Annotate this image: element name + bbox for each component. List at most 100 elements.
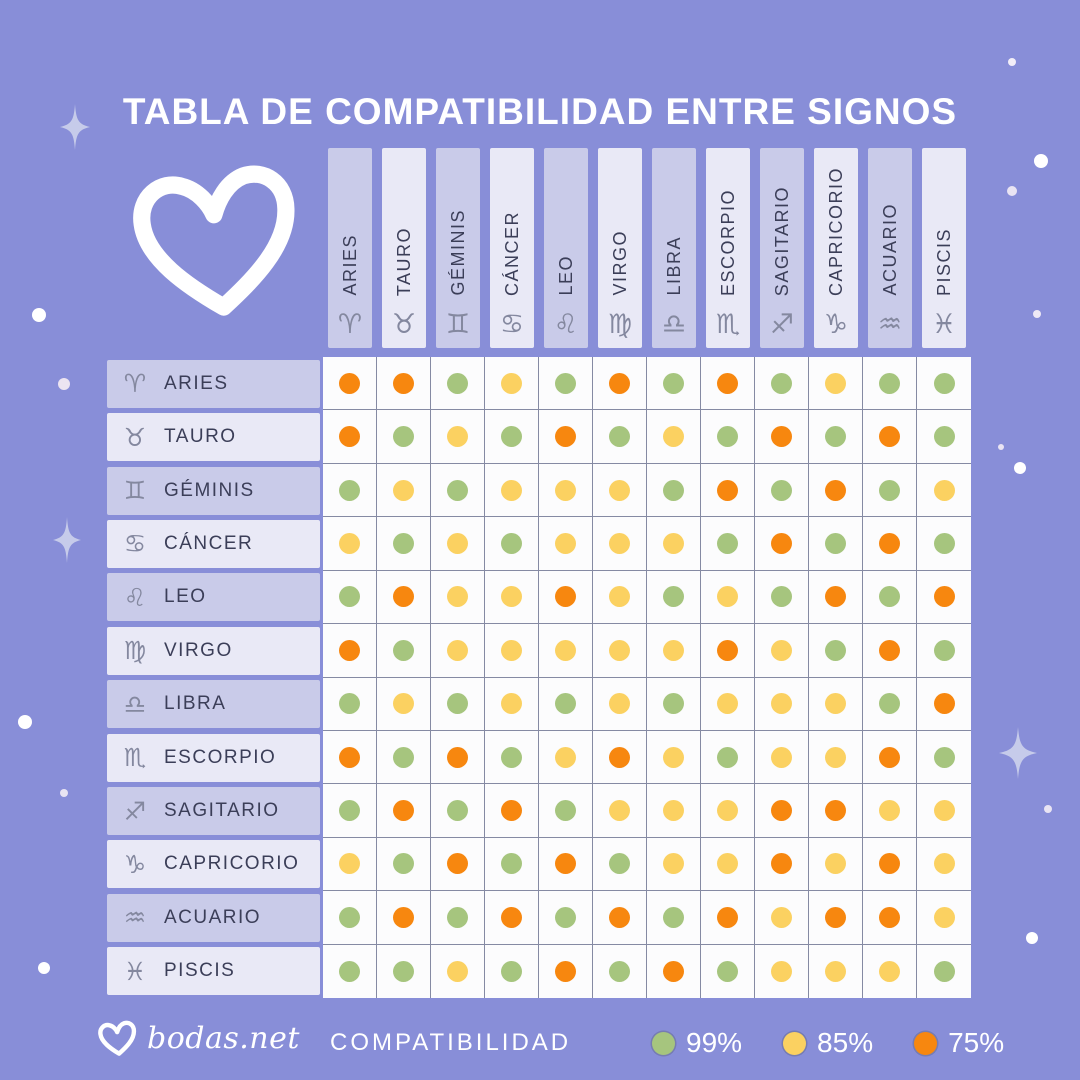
compatibility-dot bbox=[339, 800, 360, 822]
compatibility-dot bbox=[339, 372, 360, 394]
matrix-cell-virgo-libra bbox=[647, 624, 701, 678]
compatibility-dot bbox=[339, 426, 360, 448]
star-dot-icon bbox=[1026, 932, 1038, 944]
compatibility-dot bbox=[393, 479, 414, 501]
compatibility-dot bbox=[717, 532, 738, 554]
matrix-cell-cancer-aries bbox=[323, 517, 377, 571]
legend: 99% 85% 75% bbox=[652, 1027, 1004, 1059]
compatibility-dot bbox=[717, 853, 738, 875]
matrix-cell-capricorio-acuario bbox=[863, 837, 917, 892]
compatibility-dot bbox=[501, 532, 522, 554]
compatibility-dot bbox=[339, 639, 360, 661]
compatibility-dot bbox=[555, 960, 576, 982]
matrix-cell-sagitario-capricorio bbox=[809, 784, 863, 838]
matrix-cell-acuario-leo bbox=[539, 891, 593, 945]
aries-symbol-icon: ♈ bbox=[337, 309, 363, 340]
row-label-slot: ♎ LIBRA bbox=[107, 678, 320, 731]
compatibility-dot bbox=[933, 800, 955, 822]
compatibility-dot bbox=[447, 372, 468, 394]
compatibility-dot bbox=[393, 372, 414, 394]
matrix-cell-leo-libra bbox=[647, 570, 701, 625]
compatibility-dot bbox=[933, 479, 955, 501]
star-dot-icon bbox=[58, 378, 70, 390]
matrix-cell-piscis-escorpio bbox=[701, 944, 755, 998]
compatibility-dot bbox=[717, 693, 738, 715]
matrix-cell-leo-tauro bbox=[377, 570, 431, 625]
piscis-symbol-icon: ♓ bbox=[123, 956, 147, 986]
tauro-symbol-icon: ♉ bbox=[391, 309, 417, 340]
legend-value: 75% bbox=[948, 1027, 1005, 1058]
piscis-symbol-icon: ♓ bbox=[931, 309, 957, 340]
matrix-cell-acuario-sagitario bbox=[755, 891, 809, 945]
matrix-cell-geminis-libra bbox=[647, 463, 701, 518]
row-label-text: CÁNCER bbox=[164, 532, 254, 554]
column-header-slot: LIBRA ♎ bbox=[647, 148, 701, 348]
compatibility-dot bbox=[717, 639, 738, 661]
compatibility-dot bbox=[825, 906, 846, 928]
compatibility-dot bbox=[933, 372, 955, 394]
matrix-cell-sagitario-leo bbox=[539, 784, 593, 838]
matrix-cell-tauro-libra bbox=[647, 410, 701, 464]
compatibility-dot bbox=[663, 960, 684, 982]
matrix-cell-leo-acuario bbox=[863, 570, 917, 625]
matrix-cell-aries-geminis bbox=[431, 357, 485, 411]
row-label-text: TAURO bbox=[164, 426, 237, 448]
matrix-cell-leo-aries bbox=[323, 570, 377, 625]
column-header-tauro: TAURO ♉ bbox=[382, 148, 426, 348]
compatibility-dot bbox=[609, 426, 630, 448]
compatibility-dot bbox=[663, 746, 684, 768]
matrix-cell-virgo-leo bbox=[539, 624, 593, 678]
column-header-slot: CAPRICORIO ♑ bbox=[809, 148, 863, 348]
column-header-slot: VIRGO ♍ bbox=[593, 148, 647, 348]
compatibility-dot bbox=[663, 532, 684, 554]
row-label-virgo: ♍ VIRGO bbox=[107, 626, 320, 675]
virgo-symbol-icon: ♍ bbox=[123, 636, 147, 666]
matrix-cell-cancer-leo bbox=[539, 517, 593, 571]
row-label-text: LEO bbox=[164, 586, 207, 608]
brand-name: bodas.net bbox=[147, 1021, 300, 1056]
compatibility-dot bbox=[771, 853, 792, 875]
compatibility-dot bbox=[555, 372, 576, 394]
matrix-cell-acuario-acuario bbox=[863, 891, 917, 945]
compatibility-dot bbox=[771, 693, 792, 715]
compatibility-dot bbox=[933, 586, 955, 608]
matrix-cell-leo-escorpio bbox=[701, 570, 755, 625]
leo-symbol-icon: ♌ bbox=[123, 582, 147, 612]
row-label-acuario: ♒ ACUARIO bbox=[107, 893, 320, 942]
compatibility-dot bbox=[501, 853, 522, 875]
compatibility-dot bbox=[393, 800, 414, 822]
compatibility-dot bbox=[609, 960, 630, 982]
matrix-cell-sagitario-sagitario bbox=[755, 784, 809, 838]
matrix-cell-libra-libra bbox=[647, 677, 701, 731]
compatibility-dot bbox=[609, 746, 630, 768]
matrix-cell-virgo-tauro bbox=[377, 624, 431, 678]
acuario-symbol-icon: ♒ bbox=[123, 903, 147, 933]
matrix-cell-capricorio-virgo bbox=[593, 837, 647, 892]
row-label-aries: ♈ ARIES bbox=[107, 359, 320, 408]
matrix-cell-capricorio-cancer bbox=[485, 837, 539, 892]
matrix-cell-tauro-cancer bbox=[485, 410, 539, 464]
row-label-text: LIBRA bbox=[164, 693, 227, 715]
escorpio-symbol-icon: ♏ bbox=[715, 309, 741, 340]
legend-dot-icon bbox=[914, 1031, 938, 1055]
matrix-cell-virgo-sagitario bbox=[755, 624, 809, 678]
matrix-cell-leo-piscis bbox=[917, 571, 971, 625]
matrix-cell-sagitario-tauro bbox=[377, 784, 431, 838]
matrix-cell-aries-tauro bbox=[377, 357, 431, 411]
brand-logo: bodas.net bbox=[98, 1020, 300, 1057]
compatibility-dot bbox=[609, 853, 630, 875]
compatibility-dot bbox=[501, 746, 522, 768]
legend-item-75: 75% bbox=[914, 1027, 1004, 1059]
compatibility-dot bbox=[933, 426, 955, 448]
matrix-cell-acuario-geminis bbox=[431, 891, 485, 945]
compatibility-dot bbox=[447, 479, 468, 501]
compatibility-dot bbox=[501, 693, 522, 715]
matrix-cell-cancer-cancer bbox=[485, 517, 539, 571]
compatibility-dot bbox=[447, 639, 468, 661]
column-header-slot: ESCORPIO ♏ bbox=[701, 148, 755, 348]
matrix-cell-piscis-aries bbox=[323, 944, 377, 998]
brand-heart-icon bbox=[98, 1020, 137, 1056]
star-dot-icon bbox=[1007, 186, 1017, 196]
matrix-cell-piscis-acuario bbox=[863, 944, 917, 998]
compatibility-dot bbox=[663, 639, 684, 661]
